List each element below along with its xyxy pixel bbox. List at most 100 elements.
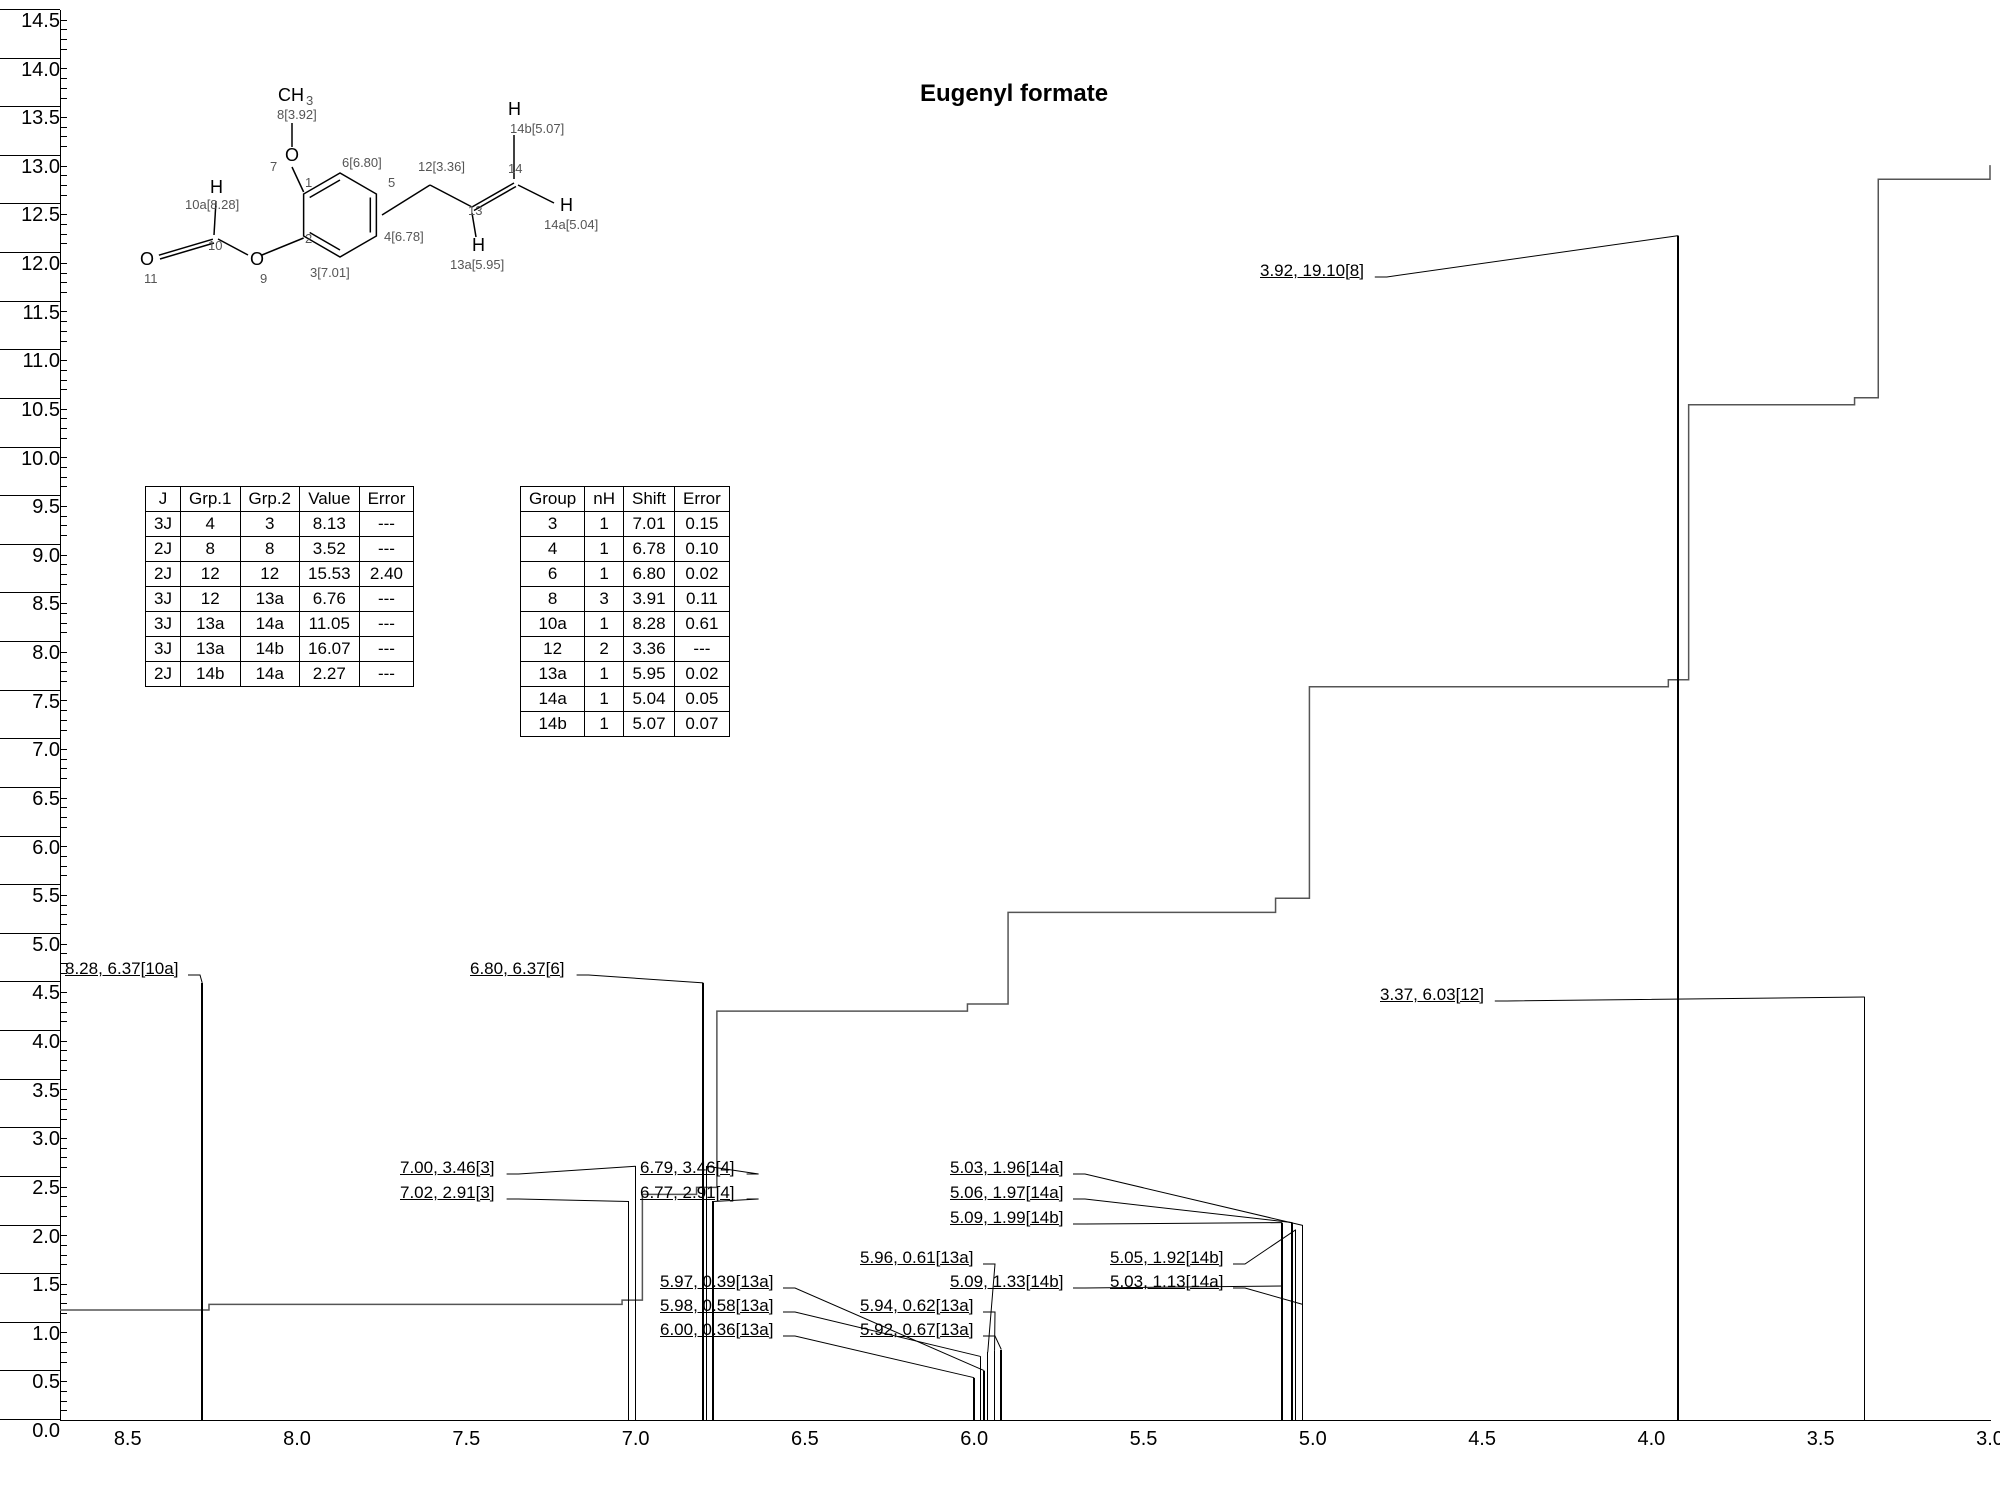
table-cell: 1 xyxy=(585,562,624,587)
table-cell: 4 xyxy=(521,537,585,562)
table-row: 14a15.040.05 xyxy=(521,687,730,712)
peak-label: 5.03, 1.13[14a] xyxy=(1110,1272,1223,1292)
molecule-label: H xyxy=(508,99,521,119)
molecule-label: 7 xyxy=(270,159,277,174)
table-cell: 14a xyxy=(240,612,300,637)
table-header: J xyxy=(146,487,181,512)
molecule-label: 9 xyxy=(260,271,267,286)
peak-label: 6.00, 0.36[13a] xyxy=(660,1320,773,1340)
table-cell: 3.52 xyxy=(300,537,360,562)
x-axis-label: 6.0 xyxy=(954,1428,994,1451)
table-row: 3J13a14a11.05--- xyxy=(146,612,414,637)
molecule-label: 2 xyxy=(305,231,312,246)
table-header: Grp.2 xyxy=(240,487,300,512)
peak-label: 5.94, 0.62[13a] xyxy=(860,1296,973,1316)
y-axis-label: 6.5 xyxy=(0,787,60,811)
peak-label: 5.05, 1.92[14b] xyxy=(1110,1248,1223,1268)
table-header: Error xyxy=(675,487,730,512)
spectrum-peak xyxy=(635,1166,637,1420)
table-cell: 13a xyxy=(180,637,240,662)
peak-label: 5.98, 0.58[13a] xyxy=(660,1296,773,1316)
table-cell: 0.15 xyxy=(675,512,730,537)
y-axis-label: 1.0 xyxy=(0,1322,60,1346)
table-cell: 7.01 xyxy=(623,512,674,537)
spectrum-peak xyxy=(1295,1230,1297,1420)
table-cell: 1 xyxy=(585,512,624,537)
table-cell: 10a xyxy=(521,612,585,637)
peak-label: 6.79, 3.46[4] xyxy=(640,1158,735,1178)
table-cell: --- xyxy=(359,587,414,612)
molecule-label: 1 xyxy=(305,175,312,190)
y-axis-label: 10.5 xyxy=(0,398,60,422)
peak-label: 7.02, 2.91[3] xyxy=(400,1183,495,1203)
y-axis-label: 6.0 xyxy=(0,836,60,860)
peak-label: 5.03, 1.96[14a] xyxy=(950,1158,1063,1178)
spectrum-peak xyxy=(201,983,203,1420)
peak-label: 3.92, 19.10[8] xyxy=(1260,261,1364,281)
spectrum-peak xyxy=(987,1352,989,1420)
table-row: 14b15.070.07 xyxy=(521,712,730,737)
spectrum-peak xyxy=(1291,1223,1293,1420)
molecule-label: O xyxy=(250,249,264,269)
molecule-label: 6[6.80] xyxy=(342,155,382,170)
molecule-label: 14a[5.04] xyxy=(544,217,598,232)
y-axis-label: 12.5 xyxy=(0,203,60,227)
table-cell: 3 xyxy=(521,512,585,537)
table-cell: 1 xyxy=(585,687,624,712)
table-row: 3J13a14b16.07--- xyxy=(146,637,414,662)
molecule-label: 12[3.36] xyxy=(418,159,465,174)
table-cell: 1 xyxy=(585,537,624,562)
shift-table: GroupnHShiftError 317.010.15416.780.1061… xyxy=(520,486,730,737)
molecule-label: 10 xyxy=(208,238,222,253)
table-row: 3J438.13--- xyxy=(146,512,414,537)
table-row: 3J1213a6.76--- xyxy=(146,587,414,612)
y-axis-label: 9.5 xyxy=(0,495,60,519)
table-header: Value xyxy=(300,487,360,512)
table-cell: 0.07 xyxy=(675,712,730,737)
table-cell: --- xyxy=(359,637,414,662)
spectrum-peak xyxy=(1864,997,1866,1420)
spectrum-peak xyxy=(706,1166,708,1420)
molecule-label: 4[6.78] xyxy=(384,229,424,244)
molecule-label: 5 xyxy=(388,175,395,190)
table-header: Shift xyxy=(623,487,674,512)
table-cell: --- xyxy=(359,537,414,562)
molecule-label: 10a[8.28] xyxy=(185,197,239,212)
table-cell: 1 xyxy=(585,612,624,637)
x-axis-label: 6.5 xyxy=(785,1428,825,1451)
y-axis-label: 4.0 xyxy=(0,1030,60,1054)
table-cell: 12 xyxy=(240,562,300,587)
x-axis-label: 5.5 xyxy=(1124,1428,1164,1451)
spectrum-peak xyxy=(1281,1286,1283,1420)
x-axis-label: 7.0 xyxy=(616,1428,656,1451)
y-axis-label: 7.0 xyxy=(0,738,60,762)
table-cell: 14b xyxy=(521,712,585,737)
table-header: nH xyxy=(585,487,624,512)
table-cell: 0.61 xyxy=(675,612,730,637)
y-axis-label: 0.0 xyxy=(0,1419,60,1443)
y-axis-label: 5.0 xyxy=(0,933,60,957)
table-cell: --- xyxy=(359,662,414,687)
x-axis-label: 3.5 xyxy=(1801,1428,1841,1451)
peak-label: 3.37, 6.03[12] xyxy=(1380,985,1484,1005)
table-cell: 3 xyxy=(585,587,624,612)
table-row: 833.910.11 xyxy=(521,587,730,612)
y-axis-label: 7.5 xyxy=(0,690,60,714)
molecule-label: 3 xyxy=(306,93,313,108)
molecule-label: H xyxy=(472,235,485,255)
y-axis-label: 11.5 xyxy=(0,301,60,325)
spectrum-peak xyxy=(1302,1304,1304,1420)
table-cell: 0.02 xyxy=(675,562,730,587)
peak-label: 6.80, 6.37[6] xyxy=(470,959,565,979)
y-axis-label: 14.0 xyxy=(0,58,60,82)
table-cell: 16.07 xyxy=(300,637,360,662)
y-axis-label: 13.0 xyxy=(0,155,60,179)
table-cell: 6.78 xyxy=(623,537,674,562)
table-cell: 14b xyxy=(240,637,300,662)
table-row: 2J14b14a2.27--- xyxy=(146,662,414,687)
table-cell: 15.53 xyxy=(300,562,360,587)
table-header: Group xyxy=(521,487,585,512)
table-cell: --- xyxy=(359,512,414,537)
peak-label: 5.92, 0.67[13a] xyxy=(860,1320,973,1340)
molecule-label: 13a[5.95] xyxy=(450,257,504,272)
